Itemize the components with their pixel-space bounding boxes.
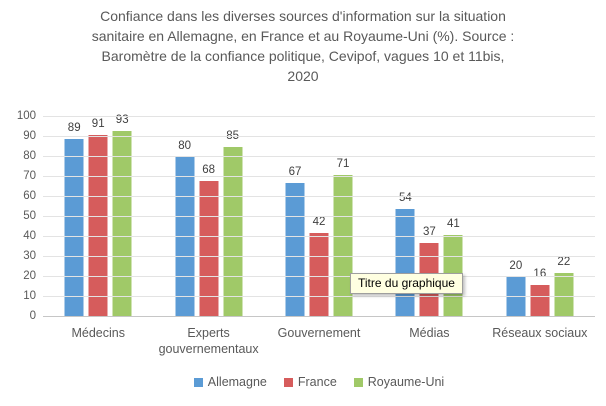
y-axis-tick-label: 40 bbox=[23, 230, 36, 242]
bar-value-label: 67 bbox=[288, 166, 302, 178]
legend-item-allemagne[interactable]: Allemagne bbox=[193, 375, 267, 389]
x-axis-category-label-reseaux-sociaux: Réseaux sociaux bbox=[492, 326, 588, 340]
gridline-10 bbox=[43, 296, 595, 297]
legend-label: France bbox=[297, 375, 337, 389]
gridline-60 bbox=[43, 196, 595, 197]
bar-allemagne-reseaux-sociaux[interactable]: 20 bbox=[506, 260, 526, 317]
x-axis-category-label-gouvernement: Gouvernement bbox=[277, 326, 361, 340]
legend-label: Allemagne bbox=[207, 375, 267, 389]
category-group-reseaux-sociaux: 20 16 22 bbox=[485, 117, 595, 317]
chart-title-line-3: Baromètre de la confiance politique, Cev… bbox=[101, 48, 505, 64]
bar-value-label: 71 bbox=[336, 158, 350, 170]
bar-value-label: 68 bbox=[202, 164, 216, 176]
bar-value-label: 80 bbox=[178, 140, 192, 152]
gridline-50 bbox=[43, 216, 595, 217]
legend-swatch-icon bbox=[353, 377, 363, 387]
bars-row: 54 37 41 bbox=[395, 192, 463, 317]
chart-title-line-2: sanitaire en Allemagne, en France et au … bbox=[91, 28, 515, 44]
bar-allemagne-medecins[interactable]: 89 bbox=[64, 122, 84, 317]
bar-groups: 89 91 93 80 68 85 67 42 71 54 37 41 20 16 22 bbox=[43, 114, 595, 317]
y-axis-tick-label: 100 bbox=[16, 110, 36, 122]
bars-row: 89 91 93 bbox=[64, 114, 132, 317]
chart-title-line-1: Confiance dans les diverses sources d'in… bbox=[100, 8, 506, 24]
y-axis-tick-label: 30 bbox=[23, 250, 36, 262]
y-axis-tick-label: 20 bbox=[23, 270, 36, 282]
chart-title-line-4: 2020 bbox=[287, 68, 319, 84]
legend-swatch-icon bbox=[283, 377, 293, 387]
bar-royaume-uni-gouvernement[interactable]: 71 bbox=[333, 158, 353, 317]
bar-value-label: 20 bbox=[509, 260, 523, 272]
bars-row: 80 68 85 bbox=[175, 130, 243, 317]
gridline-100 bbox=[43, 116, 595, 117]
chart-tooltip: Titre du graphique bbox=[350, 273, 463, 294]
chart-title: Confiance dans les diverses sources d'in… bbox=[30, 6, 576, 86]
chart-legend: Allemagne France Royaume-Uni bbox=[43, 375, 595, 389]
y-axis-tick-label: 70 bbox=[23, 170, 36, 182]
gridline-20 bbox=[43, 276, 595, 277]
bar-value-label: 16 bbox=[533, 268, 547, 280]
gridline-80 bbox=[43, 156, 595, 157]
gridline-70 bbox=[43, 176, 595, 177]
category-group-medecins: 89 91 93 bbox=[43, 114, 153, 317]
bar-value-label: 91 bbox=[91, 118, 105, 130]
bar-value-label: 89 bbox=[67, 122, 81, 134]
plot-area: 89 91 93 80 68 85 67 42 71 54 37 41 20 16 22 0 10 20 30 40… bbox=[17, 110, 595, 322]
x-axis-category-label-medias: Médias bbox=[409, 326, 450, 340]
bar-france-reseaux-sociaux[interactable]: 16 bbox=[530, 268, 550, 317]
gridline-30 bbox=[43, 256, 595, 257]
bar-royaume-uni-reseaux-sociaux[interactable]: 22 bbox=[554, 256, 574, 317]
bar-allemagne-medias[interactable]: 54 bbox=[395, 192, 415, 317]
legend-item-royaume-uni[interactable]: Royaume-Uni bbox=[353, 375, 445, 389]
y-axis-tick-label: 0 bbox=[29, 310, 36, 322]
bar-value-label: 93 bbox=[115, 114, 129, 126]
legend-label: Royaume-Uni bbox=[367, 375, 445, 389]
y-axis-tick-label: 10 bbox=[23, 290, 36, 302]
y-axis-tick-label: 50 bbox=[23, 210, 36, 222]
y-axis-tick-label: 60 bbox=[23, 190, 36, 202]
gridline-0 bbox=[43, 316, 595, 317]
bar-royaume-uni-medecins[interactable]: 93 bbox=[112, 114, 132, 317]
bar-value-label: 42 bbox=[312, 216, 326, 228]
bar-france-medecins[interactable]: 91 bbox=[88, 118, 108, 317]
legend-swatch-icon bbox=[193, 377, 203, 387]
bar-allemagne-experts-gouvernementaux[interactable]: 80 bbox=[175, 140, 195, 317]
gridline-90 bbox=[43, 136, 595, 137]
legend-item-france[interactable]: France bbox=[283, 375, 337, 389]
bars-row: 20 16 22 bbox=[506, 256, 574, 317]
y-axis-tick-label: 80 bbox=[23, 150, 36, 162]
category-group-experts-gouvernementaux: 80 68 85 bbox=[153, 117, 263, 317]
x-axis-category-label-experts-gouvernementaux: Experts gouvernementaux bbox=[158, 326, 259, 356]
bar-value-label: 54 bbox=[399, 192, 412, 204]
gridline-40 bbox=[43, 236, 595, 237]
bar-france-gouvernement[interactable]: 42 bbox=[309, 216, 329, 317]
bar-royaume-uni-experts-gouvernementaux[interactable]: 85 bbox=[223, 130, 243, 317]
bar-value-label: 41 bbox=[447, 218, 460, 230]
x-axis-category-label-medecins: Médecins bbox=[71, 326, 125, 340]
bar-value-label: 37 bbox=[423, 226, 436, 238]
bar-france-experts-gouvernementaux[interactable]: 68 bbox=[199, 164, 219, 317]
bar-value-label: 22 bbox=[557, 256, 571, 268]
y-axis-tick-label: 90 bbox=[23, 130, 36, 142]
x-axis-category-labels: Médecins Experts gouvernementaux Gouvernem… bbox=[43, 325, 595, 357]
